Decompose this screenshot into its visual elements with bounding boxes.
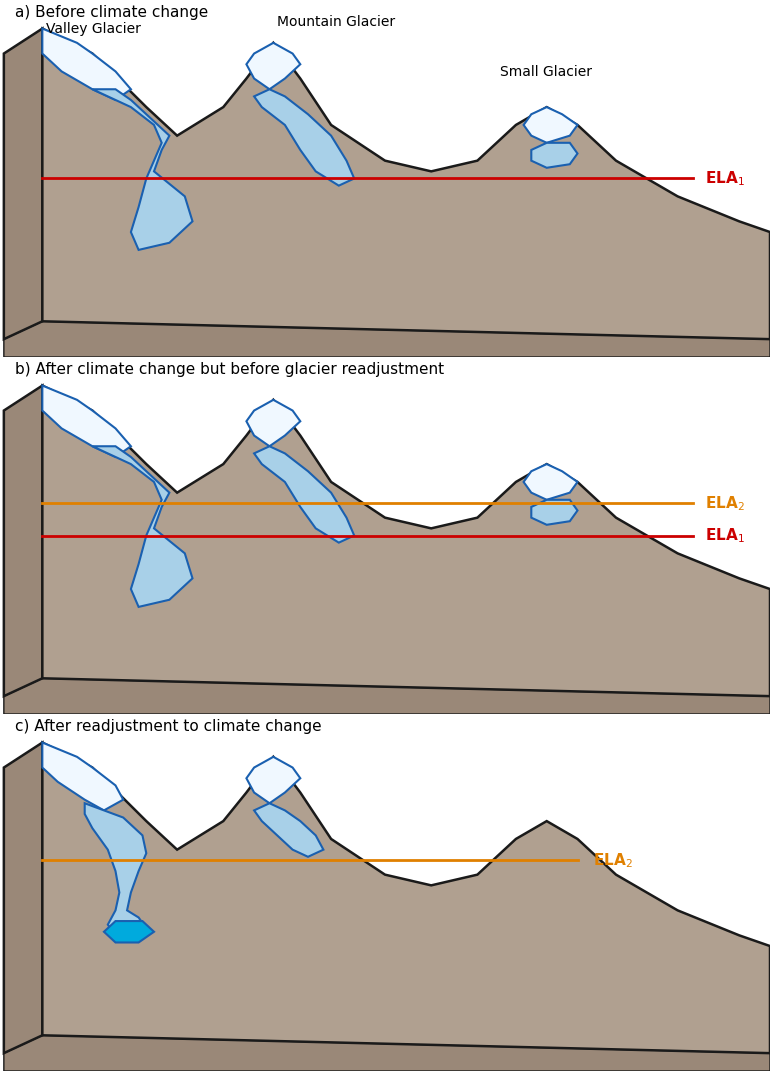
- Polygon shape: [42, 386, 770, 696]
- Polygon shape: [92, 89, 192, 250]
- Polygon shape: [246, 757, 300, 803]
- Text: ELA$_2$: ELA$_2$: [705, 494, 745, 513]
- Polygon shape: [531, 142, 578, 168]
- Polygon shape: [42, 742, 123, 811]
- Text: c) After readjustment to climate change: c) After readjustment to climate change: [15, 720, 322, 735]
- Polygon shape: [254, 803, 323, 857]
- Text: ELA$_2$: ELA$_2$: [593, 851, 633, 870]
- Polygon shape: [246, 43, 300, 89]
- Text: ELA$_1$: ELA$_1$: [705, 169, 745, 187]
- Text: Valley Glacier: Valley Glacier: [46, 21, 141, 35]
- Polygon shape: [531, 500, 578, 525]
- Text: Mountain Glacier: Mountain Glacier: [277, 15, 395, 29]
- Polygon shape: [42, 742, 770, 1053]
- Polygon shape: [85, 803, 146, 935]
- Text: ELA$_1$: ELA$_1$: [705, 526, 745, 545]
- Text: b) After climate change but before glacier readjustment: b) After climate change but before glaci…: [15, 362, 444, 377]
- Polygon shape: [254, 89, 354, 185]
- Polygon shape: [4, 678, 770, 714]
- Polygon shape: [254, 447, 354, 543]
- Text: Small Glacier: Small Glacier: [500, 64, 592, 78]
- Polygon shape: [4, 386, 42, 696]
- Polygon shape: [42, 386, 131, 457]
- Polygon shape: [4, 1036, 770, 1071]
- Polygon shape: [524, 464, 578, 500]
- Polygon shape: [524, 107, 578, 142]
- Polygon shape: [42, 29, 770, 340]
- Polygon shape: [4, 742, 42, 1053]
- Polygon shape: [4, 29, 42, 340]
- Polygon shape: [92, 447, 192, 607]
- Text: a) Before climate change: a) Before climate change: [15, 5, 209, 20]
- Polygon shape: [246, 399, 300, 447]
- Polygon shape: [42, 29, 131, 100]
- Polygon shape: [4, 321, 770, 357]
- Polygon shape: [104, 921, 154, 942]
